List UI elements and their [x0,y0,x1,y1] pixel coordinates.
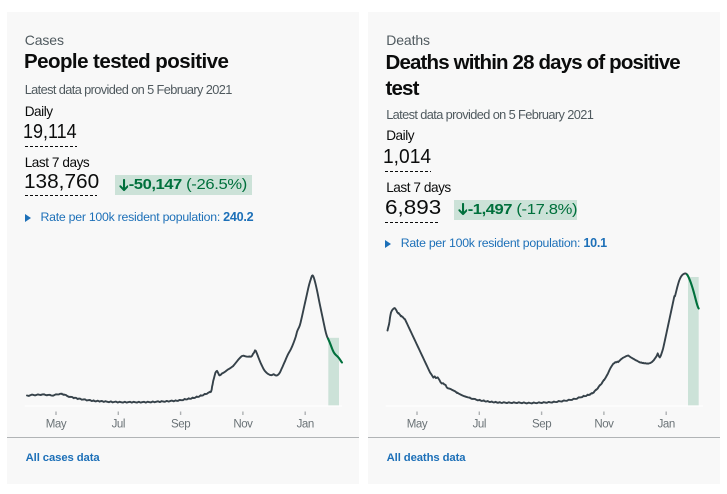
svg-text:Jan: Jan [297,419,314,431]
svg-text:Sep: Sep [532,419,551,431]
svg-text:May: May [46,419,67,431]
svg-text:Nov: Nov [594,419,614,431]
svg-text:Jul: Jul [473,419,486,431]
svg-text:Nov: Nov [233,419,253,431]
svg-text:May: May [407,419,428,431]
svg-text:Sep: Sep [171,419,190,431]
svg-text:Jul: Jul [112,419,125,431]
svg-text:Jan: Jan [658,419,675,431]
